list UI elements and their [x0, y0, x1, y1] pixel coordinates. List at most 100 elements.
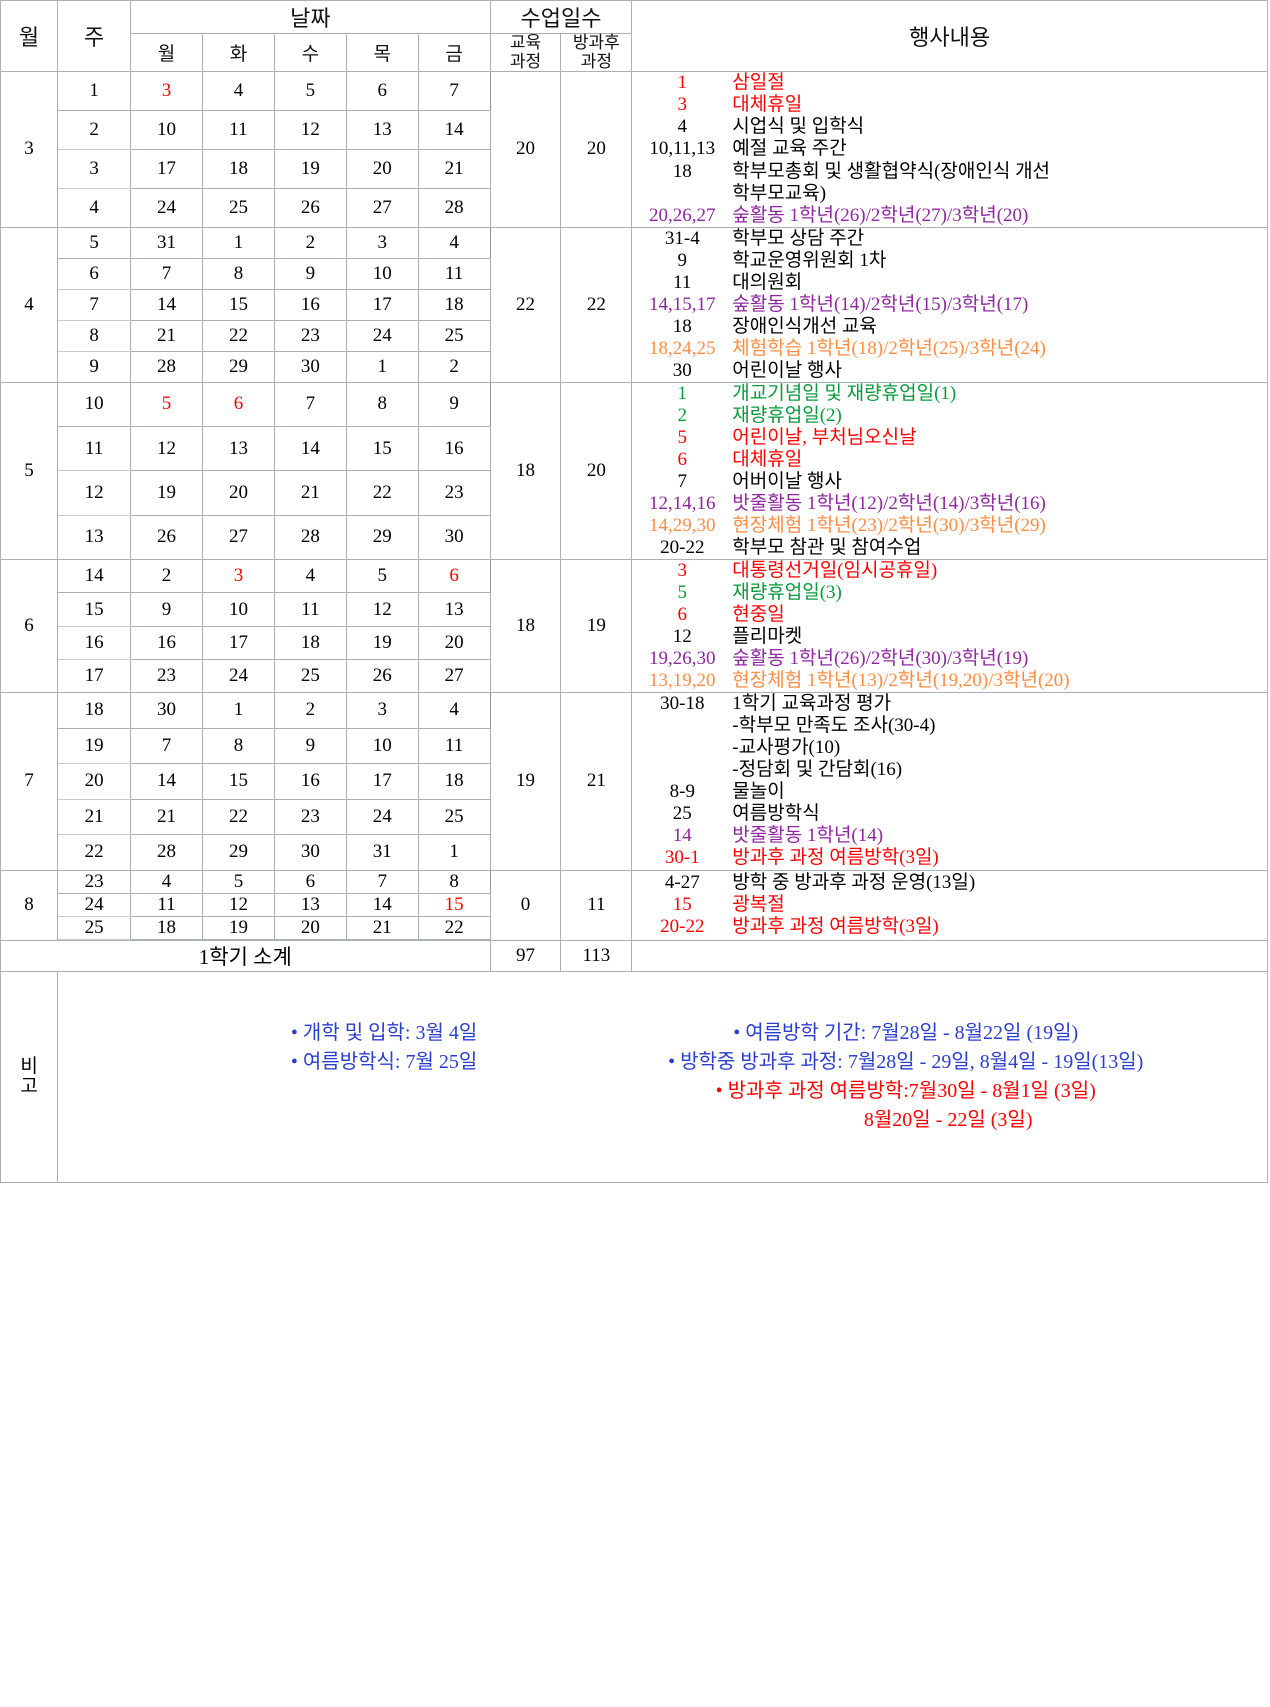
week-row: 4 5 31 1 2 3 4 22 22 31-4 학부모 상담 주간 9 학교운영위원회 1차 11 대의…: [0, 226, 1268, 383]
month-cell: 6: [0, 559, 59, 694]
day-cell: 6: [417, 559, 491, 594]
day-cell: 25: [201, 187, 275, 228]
event-date: 10,11,13: [649, 138, 716, 160]
day-cell: 10: [345, 727, 419, 765]
remarks-right-column: • 여름방학 기간: 7월28일 - 8월22일 (19일) • 방학중 방과후 …: [654, 1019, 1143, 1135]
week-row: 6 14 2 3 4 5 6 18 19 3 대통령선거일(임시공휴일) 5 재량휴업일(3) 6 현중일 1…: [0, 559, 1268, 694]
day-cell: 16: [417, 426, 491, 472]
week-number-cell: 5: [57, 226, 132, 259]
day-cell: 31: [130, 226, 203, 259]
day-cell: 20: [417, 625, 491, 660]
month-cell: 7: [0, 692, 59, 871]
day-cell: 9: [273, 727, 347, 765]
event-date: 14: [672, 825, 692, 847]
day-cell: 23: [273, 319, 347, 352]
day-cell: 28: [417, 187, 491, 228]
event-text: 현장체험 1학년(13)/2학년(19,20)/3학년(20): [732, 670, 1070, 692]
event-row: 31-4 학부모 상담 주간: [632, 228, 1267, 250]
event-date: 5: [677, 426, 688, 448]
day-cell: 29: [201, 350, 275, 383]
day-cell: 29: [201, 834, 275, 871]
week-row: 2 10 11 12 13 14: [1, 110, 1268, 150]
event-row: 3 대체휴일: [632, 94, 1267, 116]
event-date: 6: [677, 604, 688, 626]
day-cell: 18: [201, 148, 275, 189]
day-cell: 1: [417, 834, 491, 871]
event-text: 어버이날 행사: [732, 470, 842, 492]
remarks-row: 비 고 • 개학 및 입학: 3월 4일 • 여름방학식: 7월 25일 • 여름…: [0, 970, 1268, 1183]
event-text: 밧줄활동 1학년(14): [732, 825, 884, 847]
day-cell: 2: [273, 226, 347, 259]
week-number-cell: 17: [57, 658, 132, 694]
week-number-cell: 13: [57, 514, 132, 561]
event-row: 9 학교운영위원회 1차: [632, 250, 1267, 272]
remark-line: 8월20일 - 22일 (3일): [778, 1108, 1033, 1131]
day-cell: 28: [130, 834, 203, 871]
event-date: 2: [677, 404, 688, 426]
week-row: 5 10 5 6 7 8 9 18 20 1 개교기념일 및 재량휴업일(1) 2 재량휴업일(2) 5 어…: [0, 381, 1268, 561]
day-cell: 5: [273, 71, 347, 112]
event-text: 방과후 과정 여름방학(3일): [732, 847, 939, 869]
afterschool-days-cell: 20: [560, 381, 633, 561]
week-number-cell: 24: [57, 892, 132, 917]
event-text: 여름방학식: [732, 803, 820, 825]
totals-afterschool: 113: [560, 939, 633, 972]
remark-line: • 여름방학 기간: 7월28일 - 8월22일 (19일): [733, 1021, 1079, 1044]
event-text: 대의원회: [732, 271, 803, 293]
event-row: 30-1 방과후 과정 여름방학(3일): [632, 847, 1267, 869]
day-cell: 30: [130, 692, 203, 729]
event-date: 18: [672, 315, 692, 337]
event-row: 25 여름방학식: [632, 803, 1267, 825]
event-date: 14,29,30: [649, 515, 716, 536]
event-row: 4-27 방학 중 방과후 과정 운영(13일): [632, 872, 1267, 894]
week-row: 8 21 22 23 24 25: [1, 319, 1268, 352]
event-row: 10,11,13 예절 교육 주간: [632, 138, 1267, 160]
week-row: 24 11 12 13 14 15: [1, 892, 1268, 917]
day-cell: 11: [417, 257, 491, 290]
event-date: 30-1: [664, 847, 700, 869]
day-cell: 8: [201, 257, 275, 290]
event-row: 14,15,17 숲활동 1학년(14)/2학년(15)/3학년(17): [632, 294, 1267, 316]
event-row: 15 광복절: [632, 894, 1267, 916]
totals-empty: [631, 939, 1268, 972]
day-cell: 28: [130, 350, 203, 383]
week-number-cell: 8: [57, 319, 132, 352]
day-cell: 20: [273, 915, 347, 940]
day-cell: 21: [273, 470, 347, 516]
remarks-content: • 개학 및 입학: 3월 4일 • 여름방학식: 7월 25일 • 여름방학 기…: [57, 970, 1268, 1183]
event-row: 18 학부모총회 및 생활협약식(장애인식 개선: [632, 161, 1267, 183]
day-cell: 11: [130, 892, 203, 917]
event-date: 5: [677, 582, 688, 604]
day-cell: 24: [201, 658, 275, 694]
event-row: 18,24,25 체험학습 1학년(18)/2학년(25)/3학년(24): [632, 338, 1267, 360]
events-cell: 1 삼일절 3 대체휴일 4 시업식 및 입학식 10,11,13 예절 교육 주간 18 학부모…: [631, 71, 1268, 228]
header-weekday-thu: 목: [345, 32, 419, 73]
day-cell: 26: [130, 514, 203, 561]
event-row: 18 장애인식개선 교육: [632, 316, 1267, 338]
event-text: 대체휴일: [732, 448, 803, 470]
day-cell: 3: [201, 559, 275, 594]
event-date: 4-27: [664, 871, 700, 893]
event-text: 물놀이: [732, 781, 785, 803]
day-cell: 8: [417, 869, 491, 894]
day-cell: 31: [345, 834, 419, 871]
day-cell: 3: [130, 71, 203, 112]
day-cell: 19: [273, 148, 347, 189]
day-cell: 30: [273, 834, 347, 871]
event-text: 체험학습 1학년(18)/2학년(25)/3학년(24): [732, 337, 1046, 359]
day-cell: 15: [417, 892, 491, 917]
event-text: 현장체험 1학년(23)/2학년(30)/3학년(29): [732, 515, 1046, 536]
event-row: 14 밧줄활동 1학년(14): [632, 825, 1267, 847]
day-cell: 9: [273, 257, 347, 290]
day-cell: 12: [273, 110, 347, 150]
week-number-cell: 16: [57, 625, 132, 660]
event-date: 12,14,16: [649, 492, 716, 514]
event-text: 장애인식개선 교육: [732, 315, 877, 337]
event-date: 12: [672, 626, 692, 648]
day-cell: 7: [417, 71, 491, 112]
week-row: 12 19 20 21 22 23: [1, 470, 1268, 516]
day-cell: 4: [417, 692, 491, 729]
header-weekday-mon: 월: [130, 32, 203, 73]
event-date: 30-18: [660, 693, 705, 715]
